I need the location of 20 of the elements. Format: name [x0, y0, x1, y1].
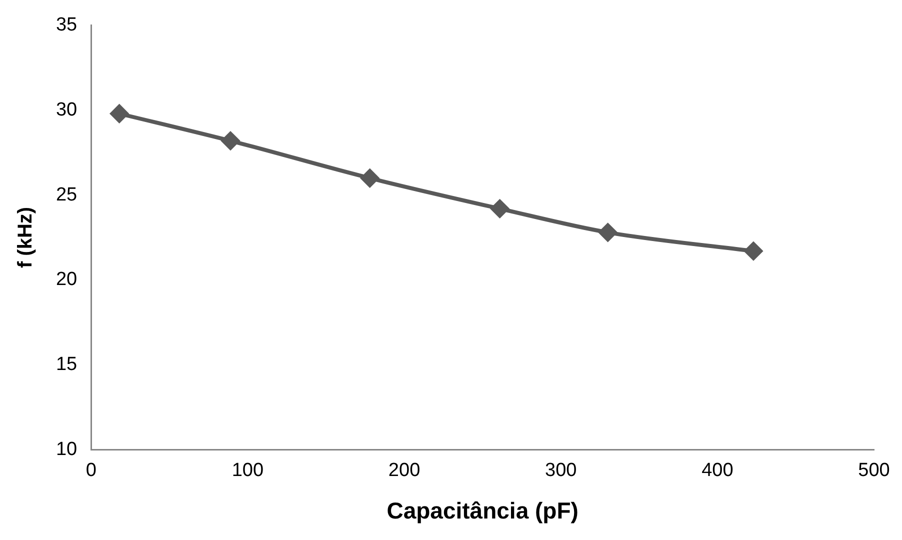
x-tick-label: 400 [702, 460, 734, 482]
y-axis-title: f (kHz) [14, 206, 37, 268]
point [744, 242, 762, 260]
x-tick-label: 200 [388, 460, 420, 482]
point [598, 223, 617, 242]
y-tick-label: 25 [56, 184, 78, 206]
x-tick-label: 100 [232, 460, 264, 482]
x-tick-label: 0 [86, 460, 96, 482]
y-tick-label: 10 [56, 438, 78, 460]
y-tick-label: 30 [56, 99, 78, 120]
y-tick-label: 20 [56, 269, 78, 290]
x-axis-title: Capacitância (pF) [386, 498, 578, 524]
point [490, 200, 509, 218]
y-tick-label: 15 [56, 354, 78, 375]
point [360, 169, 379, 188]
point [221, 132, 240, 150]
y-tick-label: 35 [56, 14, 78, 36]
point [110, 104, 128, 123]
x-tick-label: 500 [858, 460, 890, 482]
x-tick-label: 300 [545, 460, 577, 482]
